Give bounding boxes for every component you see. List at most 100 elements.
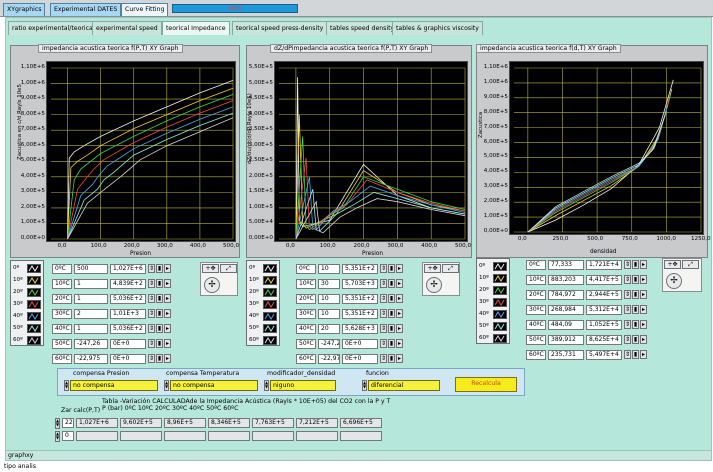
legend-1[interactable]: 0º 10º 20º 30º 40º 50º 60º bbox=[10, 260, 44, 346]
tab-xygraphics[interactable]: XYgraphics bbox=[3, 3, 46, 16]
value-cell[interactable]: 5,036E+2 bbox=[110, 294, 146, 304]
legend-item[interactable]: 0º bbox=[13, 263, 41, 274]
legend-item[interactable]: 40º bbox=[13, 311, 41, 322]
pan-tool-icon[interactable]: ⤢ bbox=[442, 264, 459, 273]
compensa-temperatura-field[interactable]: no compensa bbox=[170, 380, 258, 391]
point-style-icon[interactable]: ▮ bbox=[632, 290, 639, 299]
point-style-icon[interactable]: ▮ bbox=[388, 309, 395, 318]
cursor-lock-icon[interactable]: ⇕ bbox=[624, 350, 631, 359]
legend-item[interactable]: 60º bbox=[13, 335, 41, 346]
cursor-lock-icon[interactable]: ⇕ bbox=[148, 339, 155, 348]
bottom-col-index[interactable]: 0 bbox=[62, 431, 74, 441]
graph-2-nav-icon[interactable]: ✢ bbox=[426, 277, 442, 293]
tab-ratio[interactable]: ratio experimental/teorical bbox=[8, 21, 99, 35]
value-cell[interactable]: 1,052E+5 bbox=[586, 320, 622, 330]
value-cell[interactable]: 235,731 bbox=[548, 350, 584, 360]
legend-item[interactable]: 10º bbox=[479, 273, 507, 284]
impedance-cell-empty[interactable] bbox=[120, 431, 162, 441]
graph-1-nav-icon[interactable]: ✢ bbox=[204, 277, 220, 293]
zoom-tool-icon[interactable]: +✥ bbox=[202, 264, 219, 273]
cursor-lock-icon[interactable]: ⇕ bbox=[380, 309, 387, 318]
tab-experimental-dates[interactable]: Experimental DATES bbox=[50, 3, 122, 16]
legend-item[interactable]: 60º bbox=[479, 333, 507, 344]
point-style-icon[interactable]: ▮ bbox=[632, 320, 639, 329]
legend-item[interactable]: 60º bbox=[249, 335, 277, 346]
cursor-lock-icon[interactable]: ⇕ bbox=[148, 294, 155, 303]
value-cell[interactable]: 0E+0 bbox=[110, 354, 146, 364]
impedance-cell[interactable]: 9,602E+5 bbox=[120, 418, 162, 428]
value-cell[interactable]: 0E+0 bbox=[342, 339, 378, 349]
value-cell[interactable]: 268,984 bbox=[548, 305, 584, 315]
tab-teorical-speed-press-density[interactable]: teorical speed press-density bbox=[232, 21, 328, 35]
value-cell[interactable]: 484,09 bbox=[548, 320, 584, 330]
value-cell[interactable]: 8,625E+4 bbox=[586, 335, 622, 345]
legend-item[interactable]: 40º bbox=[249, 311, 277, 322]
point-style-icon[interactable]: ▮ bbox=[388, 354, 395, 363]
value-cell[interactable]: 5,351E+2 bbox=[342, 309, 378, 319]
legend-2[interactable]: 0º 10º 20º 30º 40º 50º 60º bbox=[246, 260, 280, 346]
graph-3-nav-icon[interactable]: ✢ bbox=[666, 273, 682, 289]
compensa-temperatura-ring[interactable]: ▲ ▼ bbox=[164, 380, 169, 391]
value-cell[interactable]: 5,703E+3 bbox=[342, 279, 378, 289]
row-menu-icon[interactable]: ▸ bbox=[396, 264, 403, 273]
pan-tool-icon[interactable]: ⤢ bbox=[220, 264, 237, 273]
row-menu-icon[interactable]: ▸ bbox=[640, 275, 647, 284]
value-cell[interactable]: 1,721E+4 bbox=[586, 260, 622, 270]
cursor-lock-icon[interactable]: ⇕ bbox=[624, 320, 631, 329]
value-cell[interactable]: 500 bbox=[74, 264, 108, 274]
value-cell[interactable]: 10 bbox=[318, 264, 340, 274]
impedance-cell[interactable]: 6,696E+5 bbox=[340, 418, 382, 428]
plot-area-2[interactable] bbox=[274, 61, 468, 242]
cursor-lock-icon[interactable]: ⇕ bbox=[624, 290, 631, 299]
tab-tables-speed-density[interactable]: tables speed density bbox=[326, 21, 399, 35]
cursor-lock-icon[interactable]: ⇕ bbox=[380, 339, 387, 348]
row-menu-icon[interactable]: ▸ bbox=[396, 309, 403, 318]
value-cell[interactable]: 5,351E+2 bbox=[342, 294, 378, 304]
cursor-lock-icon[interactable]: ⇕ bbox=[380, 354, 387, 363]
legend-item[interactable]: 40º bbox=[479, 309, 507, 320]
impedance-cell-empty[interactable] bbox=[252, 431, 294, 441]
row-menu-icon[interactable]: ▸ bbox=[396, 279, 403, 288]
value-cell[interactable]: 1,027E+6 bbox=[110, 264, 146, 274]
impedance-cell[interactable]: 8,346E+5 bbox=[208, 418, 250, 428]
cursor-lock-icon[interactable]: ⇕ bbox=[380, 324, 387, 333]
value-cell[interactable]: 4,417E+5 bbox=[586, 275, 622, 285]
value-cell[interactable]: 1,01E+3 bbox=[110, 309, 146, 319]
modificador-densidad-ring[interactable]: ▲ ▼ bbox=[264, 380, 269, 391]
impedance-cell-empty[interactable] bbox=[296, 431, 338, 441]
impedance-cell[interactable]: 7,212E+5 bbox=[296, 418, 338, 428]
impedance-cell[interactable]: 7,763E+5 bbox=[252, 418, 294, 428]
cursor-lock-icon[interactable]: ⇕ bbox=[624, 275, 631, 284]
value-cell[interactable]: 5,036E+2 bbox=[110, 324, 146, 334]
row-menu-icon[interactable]: ▸ bbox=[164, 309, 171, 318]
point-style-icon[interactable]: ▮ bbox=[632, 305, 639, 314]
modificador-densidad-field[interactable]: niguno bbox=[270, 380, 336, 391]
point-style-icon[interactable]: ▮ bbox=[388, 324, 395, 333]
value-cell[interactable]: 1 bbox=[74, 324, 108, 334]
pan-tool-icon[interactable]: ⤢ bbox=[682, 260, 699, 269]
cursor-lock-icon[interactable]: ⇕ bbox=[380, 264, 387, 273]
impedance-cell[interactable]: 8,96E+5 bbox=[164, 418, 206, 428]
bottom-row-index-ring[interactable]: ▲ ▼ bbox=[55, 418, 60, 429]
point-style-icon[interactable]: ▮ bbox=[388, 339, 395, 348]
value-cell[interactable]: 2,944E+5 bbox=[586, 290, 622, 300]
legend-item[interactable]: 50º bbox=[479, 321, 507, 332]
zoom-tool-icon[interactable]: +✥ bbox=[424, 264, 441, 273]
point-style-icon[interactable]: ▮ bbox=[156, 294, 163, 303]
legend-item[interactable]: 30º bbox=[13, 299, 41, 310]
row-menu-icon[interactable]: ▸ bbox=[164, 279, 171, 288]
cursor-lock-icon[interactable]: ⇕ bbox=[148, 354, 155, 363]
row-menu-icon[interactable]: ▸ bbox=[396, 354, 403, 363]
value-cell[interactable]: 0E+0 bbox=[110, 339, 146, 349]
row-menu-icon[interactable]: ▸ bbox=[396, 324, 403, 333]
tab-tables-graphics-viscosity[interactable]: tables & graphics viscosity bbox=[392, 21, 483, 35]
cursor-lock-icon[interactable]: ⇕ bbox=[624, 305, 631, 314]
cursor-lock-icon[interactable]: ⇕ bbox=[148, 309, 155, 318]
cursor-lock-icon[interactable]: ⇕ bbox=[148, 279, 155, 288]
point-style-icon[interactable]: ▮ bbox=[156, 324, 163, 333]
impedance-cell-empty[interactable] bbox=[164, 431, 206, 441]
legend-item[interactable]: 50º bbox=[13, 323, 41, 334]
value-cell[interactable]: 4,839E+2 bbox=[110, 279, 146, 289]
point-style-icon[interactable]: ▮ bbox=[632, 260, 639, 269]
value-cell[interactable]: 20 bbox=[318, 324, 340, 334]
